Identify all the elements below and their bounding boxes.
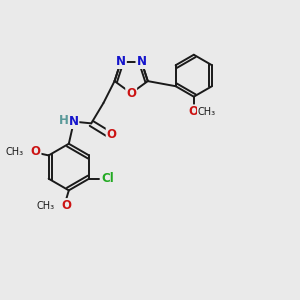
Text: O: O: [126, 87, 136, 100]
Text: CH₃: CH₃: [197, 107, 215, 117]
Text: O: O: [31, 146, 40, 158]
Text: O: O: [61, 199, 71, 212]
Text: CH₃: CH₃: [37, 200, 55, 211]
Text: N: N: [136, 55, 146, 68]
Text: O: O: [189, 105, 199, 118]
Text: Cl: Cl: [101, 172, 114, 185]
Text: N: N: [116, 55, 126, 68]
Text: N: N: [69, 116, 79, 128]
Text: CH₃: CH₃: [6, 147, 24, 157]
Text: O: O: [106, 128, 117, 141]
Text: H: H: [59, 114, 69, 127]
